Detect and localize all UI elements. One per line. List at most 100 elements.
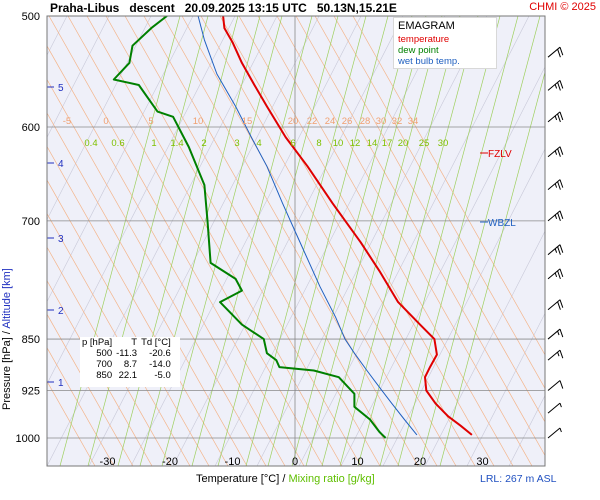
wind-barb-staff — [547, 349, 561, 361]
mixing-ratio-label: 6 — [290, 138, 295, 149]
legend-item-wet-bulb: wet bulb temp. — [398, 56, 460, 67]
stats-table: p [hPa] T Td [°C] 500 -11.3 -20.6 700 8.… — [80, 337, 180, 387]
mixing-ratio-label: 14 — [367, 138, 378, 149]
wind-barb — [547, 244, 564, 256]
altitude-tick-label: 2 — [58, 306, 64, 317]
dry-adiabat-line — [333, 16, 545, 390]
moist-adiabat-line — [340, 66, 545, 466]
dry-adiabat-label: 10 — [193, 116, 204, 127]
station-name: Praha-Libus — [50, 1, 120, 15]
x-tick-label: 10 — [351, 456, 363, 468]
mixing-ratio-line — [117, 16, 239, 466]
wind-barb-feather — [557, 301, 561, 310]
wind-barb-feather — [554, 272, 558, 278]
dry-adiabat-line — [105, 16, 362, 466]
mixing-ratio-line — [397, 16, 519, 466]
dry-adiabat-line — [238, 16, 495, 466]
wind-barb-feather — [554, 183, 558, 188]
mixing-ratio-line — [87, 16, 209, 466]
dry-adiabat-label: 30 — [376, 116, 387, 127]
moist-adiabat-line — [130, 16, 362, 466]
moist-adiabat-line — [466, 312, 545, 466]
wet-bulb-line — [197, 16, 418, 436]
wind-barb-feather — [554, 84, 558, 89]
mixing-ratio-line — [217, 16, 339, 466]
dry-adiabat-label: -5 — [63, 116, 71, 127]
y-tick-label: 500 — [22, 11, 40, 23]
wind-barb — [547, 80, 564, 91]
mixing-ratio-line — [245, 16, 367, 466]
legend-item-dew-point: dew point — [398, 45, 439, 56]
x-tick-label: -10 — [225, 456, 241, 468]
x-axis-separator: / — [282, 473, 286, 485]
altitude-tick-label: 5 — [58, 83, 64, 94]
wind-barb — [547, 427, 562, 439]
wind-barb-feather — [557, 49, 561, 58]
wind-barb-feather — [559, 299, 564, 308]
moist-adiabat-line — [47, 16, 194, 303]
dry-adiabat-label: 5 — [148, 116, 153, 127]
wind-barb — [547, 46, 564, 58]
mixing-ratio-line — [291, 16, 413, 466]
mixing-ratio-line — [139, 16, 261, 466]
sounding-datetime: 20.09.2025 13:15 UTC — [184, 1, 307, 15]
moist-adiabat-line — [47, 16, 110, 138]
mixing-ratio-label: 25 — [419, 138, 430, 149]
dry-adiabat-line — [47, 78, 267, 466]
dry-adiabat-label: 34 — [408, 116, 419, 127]
y-tick-label: 925 — [22, 386, 40, 398]
mixing-ratio-label: 10 — [333, 138, 344, 149]
mixing-ratio-line — [439, 70, 545, 466]
x-tick-label: 0 — [292, 456, 298, 468]
wind-barb — [547, 402, 562, 414]
dry-adiabat-line — [48, 16, 305, 466]
wind-barb — [547, 380, 564, 391]
wind-barb-feather — [557, 270, 561, 280]
mixing-ratio-label: 20 — [398, 138, 409, 149]
fzlv-label: FZLV — [488, 149, 512, 160]
wind-barb-feather — [557, 352, 560, 357]
y-axis-pressure-label: Pressure [hPa] — [1, 337, 13, 410]
dry-adiabat-line — [47, 179, 210, 466]
dry-adiabat-line — [181, 16, 438, 466]
wind-barb-staff — [547, 402, 561, 414]
wind-barb-staff — [547, 299, 561, 311]
wind-barb-feather — [554, 214, 558, 220]
wind-barb-feather — [559, 380, 564, 389]
wind-barb-feather — [559, 179, 564, 188]
wind-barb-feather — [559, 80, 564, 89]
stats-row: 850 22.1 -5.0 — [80, 370, 173, 381]
dry-adiabat-line — [47, 246, 172, 466]
moist-adiabat-line — [593, 16, 600, 466]
temperature-line — [222, 16, 473, 436]
mixing-ratio-label: 4 — [256, 138, 261, 149]
stats-cell: 8.7 — [123, 359, 138, 370]
dry-adiabat-label: 15 — [242, 116, 253, 127]
y-axis-label: Pressure [hPa] / Altitude [km] — [1, 268, 13, 422]
dry-adiabat-line — [276, 16, 533, 466]
dry-adiabat-label: 26 — [342, 116, 353, 127]
dry-adiabat-line — [124, 16, 381, 466]
altitude-tick-label: 4 — [58, 159, 64, 170]
x-tick-label: -20 — [162, 456, 178, 468]
x-axis-temperature-label: Temperature [°C] — [196, 473, 280, 485]
dry-adiabat-line — [200, 16, 457, 466]
wind-barb-staff — [547, 46, 561, 58]
y-tick-label: 600 — [22, 122, 40, 134]
wind-barb-feather — [559, 146, 564, 155]
wbzl-label: WBZL — [488, 218, 516, 229]
wind-barb-feather — [554, 248, 558, 253]
wind-barb-feather — [557, 181, 561, 190]
mixing-ratio-label: 1 — [151, 138, 156, 149]
mixing-ratio-line — [191, 16, 313, 466]
dry-adiabat-line — [143, 16, 400, 466]
y-tick-label: 850 — [22, 334, 40, 346]
y-axis-separator: / — [1, 331, 13, 335]
dry-adiabat-label: 24 — [325, 116, 336, 127]
wind-barb-feather — [559, 244, 564, 253]
wind-barb-staff — [547, 244, 561, 256]
wind-barb-feather — [559, 47, 564, 56]
dry-adiabat-line — [47, 313, 134, 466]
moist-adiabat-line — [382, 148, 545, 466]
